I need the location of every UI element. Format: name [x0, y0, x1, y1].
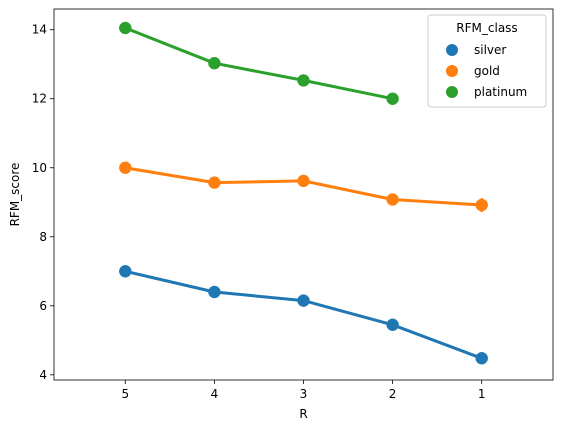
legend-title: RFM_class: [456, 21, 517, 35]
x-tick-label: 3: [300, 387, 308, 401]
y-axis-label: RFM_score: [8, 163, 22, 227]
point-gold-5: [119, 161, 132, 175]
legend-label-silver: silver: [474, 43, 506, 57]
legend-marker-gold: [446, 65, 458, 77]
plot-area: [119, 21, 488, 365]
legend-label-platinum: platinum: [474, 85, 527, 99]
legend-label-gold: gold: [474, 64, 500, 78]
x-axis-label: R: [299, 407, 307, 421]
point-silver-4: [208, 285, 221, 299]
y-tick-label: 4: [39, 368, 47, 382]
legend-marker-silver: [446, 44, 458, 56]
x-tick-label: 1: [478, 387, 486, 401]
y-tick-label: 12: [32, 92, 47, 106]
point-silver-3: [297, 294, 310, 307]
point-gold-3: [297, 174, 310, 188]
point-platinum-2: [386, 92, 399, 105]
x-tick-label: 5: [121, 387, 129, 401]
point-platinum-5: [119, 21, 132, 35]
point-platinum-3: [297, 74, 310, 87]
series-line-platinum: [124, 26, 393, 101]
legend-marker-platinum: [446, 86, 458, 98]
point-gold-2: [386, 193, 399, 206]
x-tick-label: 4: [211, 387, 219, 401]
point-platinum-4: [208, 56, 221, 70]
point-silver-5: [119, 265, 132, 278]
y-tick-label: 6: [39, 299, 47, 313]
point-silver-2: [386, 318, 399, 332]
point-gold-4: [208, 176, 221, 189]
y-tick-label: 10: [32, 161, 47, 175]
y-tick-label: 14: [32, 23, 47, 37]
legend: RFM_class silver gold platinum: [427, 14, 547, 108]
point-silver-1: [475, 352, 488, 365]
point-gold-1: [475, 198, 488, 212]
y-tick-label: 8: [39, 230, 47, 244]
x-tick-label: 2: [389, 387, 397, 401]
legend-box: [427, 14, 547, 108]
